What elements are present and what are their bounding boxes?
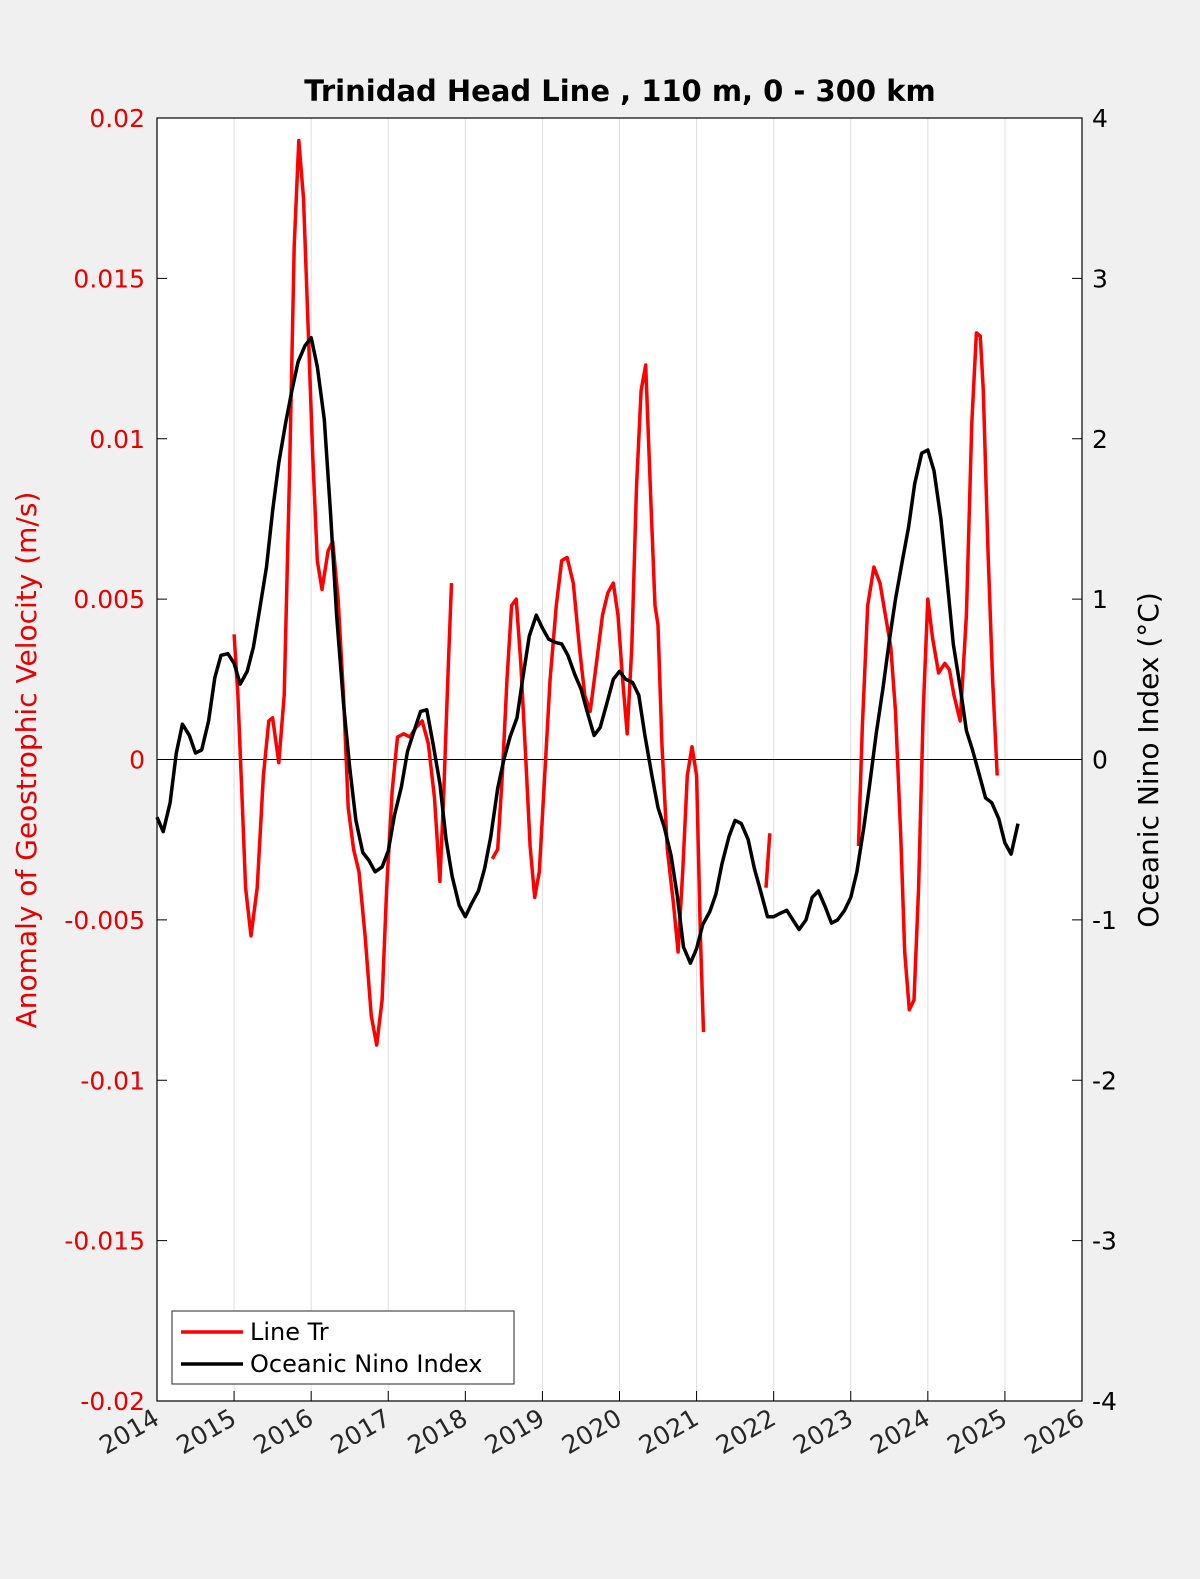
left-y-tick-label: -0.01 [80,1066,145,1095]
left-y-tick-label: -0.015 [64,1227,145,1256]
legend: Line Tr Oceanic Nino Index [171,1310,515,1385]
series-line-line-tr [856,331,999,1012]
x-tick-label: 2019 [480,1403,550,1460]
right-y-tick-label: 4 [1092,104,1108,133]
legend-label-oni: Oceanic Nino Index [250,1350,482,1378]
legend-label-line-tr: Line Tr [250,1318,329,1346]
right-y-tick-label: 2 [1092,425,1108,454]
x-tick-label: 2021 [634,1403,704,1460]
x-tick-label: 2024 [865,1403,935,1460]
left-y-tick-label: 0 [129,746,145,775]
x-tick-label: 2016 [249,1403,319,1460]
x-tick-label: 2023 [788,1403,858,1460]
series-line-oceanic-nino-index [155,335,1020,965]
right-y-tick-label: -1 [1092,906,1117,935]
left-y-tick-label: 0.01 [89,425,145,454]
right-y-tick-label: -2 [1092,1066,1117,1095]
x-tick-label: 2017 [326,1403,396,1460]
left-y-axis: -0.02 -0.015 -0.01 -0.005 0 0.005 0.01 0.015 0.0… [64,104,167,1416]
x-tick-label: 2025 [942,1403,1012,1460]
x-tick-label: 2022 [711,1403,781,1460]
left-y-tick-label: 0.005 [73,585,145,614]
legend-box [171,1310,515,1385]
x-tick-label: 2026 [1019,1403,1089,1460]
left-y-tick-label: -0.005 [64,906,145,935]
right-y-axis: -4 -3 -2 -1 0 1 2 3 4 [1072,104,1117,1416]
series-line-line-tr [490,363,706,1033]
right-y-tick-label: -3 [1092,1227,1117,1256]
right-y-tick-label: 0 [1092,746,1108,775]
x-tick-label: 2018 [403,1403,473,1460]
right-y-tick-label: -4 [1092,1387,1117,1416]
right-y-axis-label: Oceanic Nino Index (°C) [1132,592,1165,928]
x-tick-label: 2015 [171,1403,241,1460]
chart-title: Trinidad Head Line , 110 m, 0 - 300 km [304,74,935,108]
left-y-axis-label: Anomaly of Geostrophic Velocity (m/s) [10,492,43,1029]
right-y-tick-label: 1 [1092,585,1108,614]
right-y-tick-label: 3 [1092,264,1108,293]
series-layer [155,138,1020,1047]
left-y-tick-label: -0.02 [80,1387,145,1416]
left-y-tick-label: 0.015 [73,264,145,293]
series-line-line-tr [764,833,772,888]
x-tick-label: 2020 [557,1403,627,1460]
left-y-tick-label: 0.02 [89,104,145,133]
